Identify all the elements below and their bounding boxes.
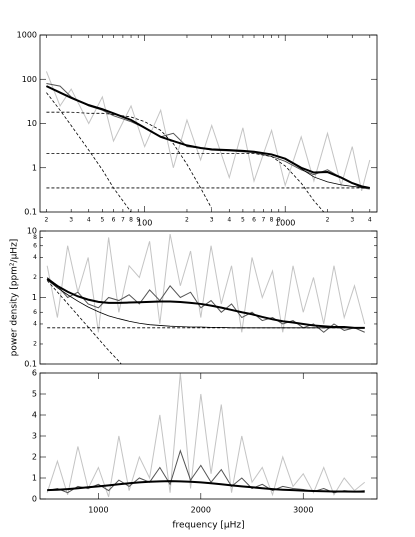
- y-tick-label: 10: [27, 119, 37, 128]
- axes-frame: [39, 230, 378, 365]
- axes-frame: [39, 34, 378, 213]
- series-line: [45, 71, 371, 192]
- y-tick-label: 1: [32, 163, 37, 172]
- x-tick-label: 1000: [88, 506, 108, 515]
- series-line: [47, 480, 365, 493]
- plot-area: [46, 233, 366, 364]
- x-axis-label: frequency [µHz]: [172, 521, 244, 531]
- x-tick-label: 1000: [275, 219, 295, 228]
- x-tick-label: 2: [185, 217, 189, 224]
- series-line: [46, 153, 325, 212]
- x-tick-label: 8: [129, 217, 133, 224]
- y-tick-label: 100: [22, 75, 37, 84]
- series-line: [46, 85, 371, 189]
- x-tick-label: 9: [277, 217, 281, 224]
- y-tick-label: 2: [33, 274, 37, 281]
- x-tick-label: 5: [100, 217, 104, 224]
- y-tick-label: 0: [32, 495, 37, 504]
- y-tick-label: 2: [33, 340, 37, 347]
- series-line: [46, 92, 132, 212]
- series-line: [46, 277, 365, 329]
- x-tick-label: 7: [262, 217, 266, 224]
- y-tick-label: 6: [32, 369, 37, 378]
- y-tick-label: 6: [33, 242, 37, 249]
- x-tick-label: 2000: [191, 506, 211, 515]
- y-tick-label: 0.1: [24, 208, 37, 217]
- plot-area: [46, 373, 366, 498]
- y-tick-label: 8: [33, 234, 37, 241]
- x-tick-label: 4: [87, 217, 91, 224]
- x-tick-label: 3: [210, 217, 214, 224]
- y-tick-label: 3: [32, 432, 37, 441]
- series-line: [46, 233, 366, 333]
- series-line: [46, 279, 365, 329]
- y-tick-label: 2: [32, 453, 37, 462]
- x-tick-label: 4: [227, 217, 231, 224]
- series-line: [46, 373, 366, 498]
- y-tick-label: 0.1: [24, 360, 37, 369]
- x-tick-label: 7: [121, 217, 125, 224]
- y-tick-label: 4: [32, 411, 37, 420]
- y-tick-label: 1000: [17, 31, 37, 40]
- x-tick-label: 100: [137, 219, 152, 228]
- x-tick-label: 4: [368, 217, 372, 224]
- y-tick-label: 6: [33, 309, 37, 316]
- x-tick-label: 5: [241, 217, 245, 224]
- x-tick-label: 3000: [293, 506, 313, 515]
- y-tick-label: 1: [32, 474, 37, 483]
- x-tick-label: 2: [45, 217, 49, 224]
- plot-area: [45, 71, 371, 212]
- y-tick-label: 5: [32, 390, 37, 399]
- series-line: [46, 280, 122, 364]
- x-tick-label: 6: [252, 217, 256, 224]
- series-line: [46, 111, 213, 209]
- x-tick-label: 2: [326, 217, 330, 224]
- x-tick-label: 8: [270, 217, 274, 224]
- axes-frame: [39, 372, 378, 500]
- y-tick-label: 1: [32, 293, 37, 302]
- y-tick-label: 10: [27, 227, 37, 236]
- x-tick-label: 6: [112, 217, 116, 224]
- y-tick-label: 4: [33, 320, 37, 327]
- panel: 1000 2000 3000 0 1 2 3 4 5 6 frequency [µHz]: [32, 369, 378, 531]
- y-axis-label: power density [ppm²/µHz]: [10, 239, 20, 357]
- x-tick-label: 9: [136, 217, 140, 224]
- x-tick-label: 3: [350, 217, 354, 224]
- x-tick-label: 3: [69, 217, 73, 224]
- y-tick-label: 4: [33, 254, 37, 261]
